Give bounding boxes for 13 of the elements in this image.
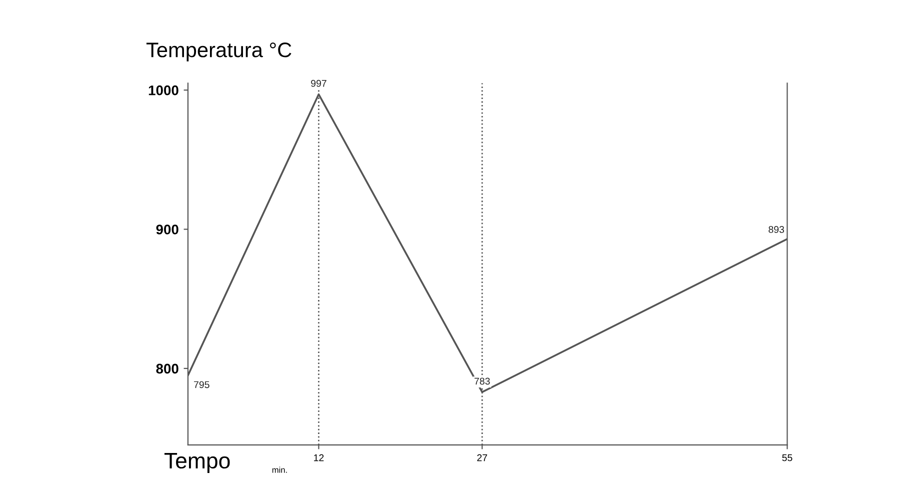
y-tick-label: 1000	[148, 85, 178, 96]
data-label: 893	[768, 226, 784, 233]
y-tick-label: 800	[156, 364, 178, 374]
x-axis-title: Tempo	[164, 453, 230, 473]
x-tick-label: 12	[314, 454, 324, 462]
x-tick-label: 27	[477, 454, 488, 462]
text: min.	[272, 466, 287, 473]
y-axis-title: Temperatura °C	[146, 42, 292, 62]
data-label: 997	[311, 80, 326, 87]
y-tick-label: 900	[156, 224, 178, 234]
data-label: 783	[474, 378, 490, 385]
data-label: 795	[194, 381, 210, 388]
x-tick-label: 55	[782, 454, 792, 462]
